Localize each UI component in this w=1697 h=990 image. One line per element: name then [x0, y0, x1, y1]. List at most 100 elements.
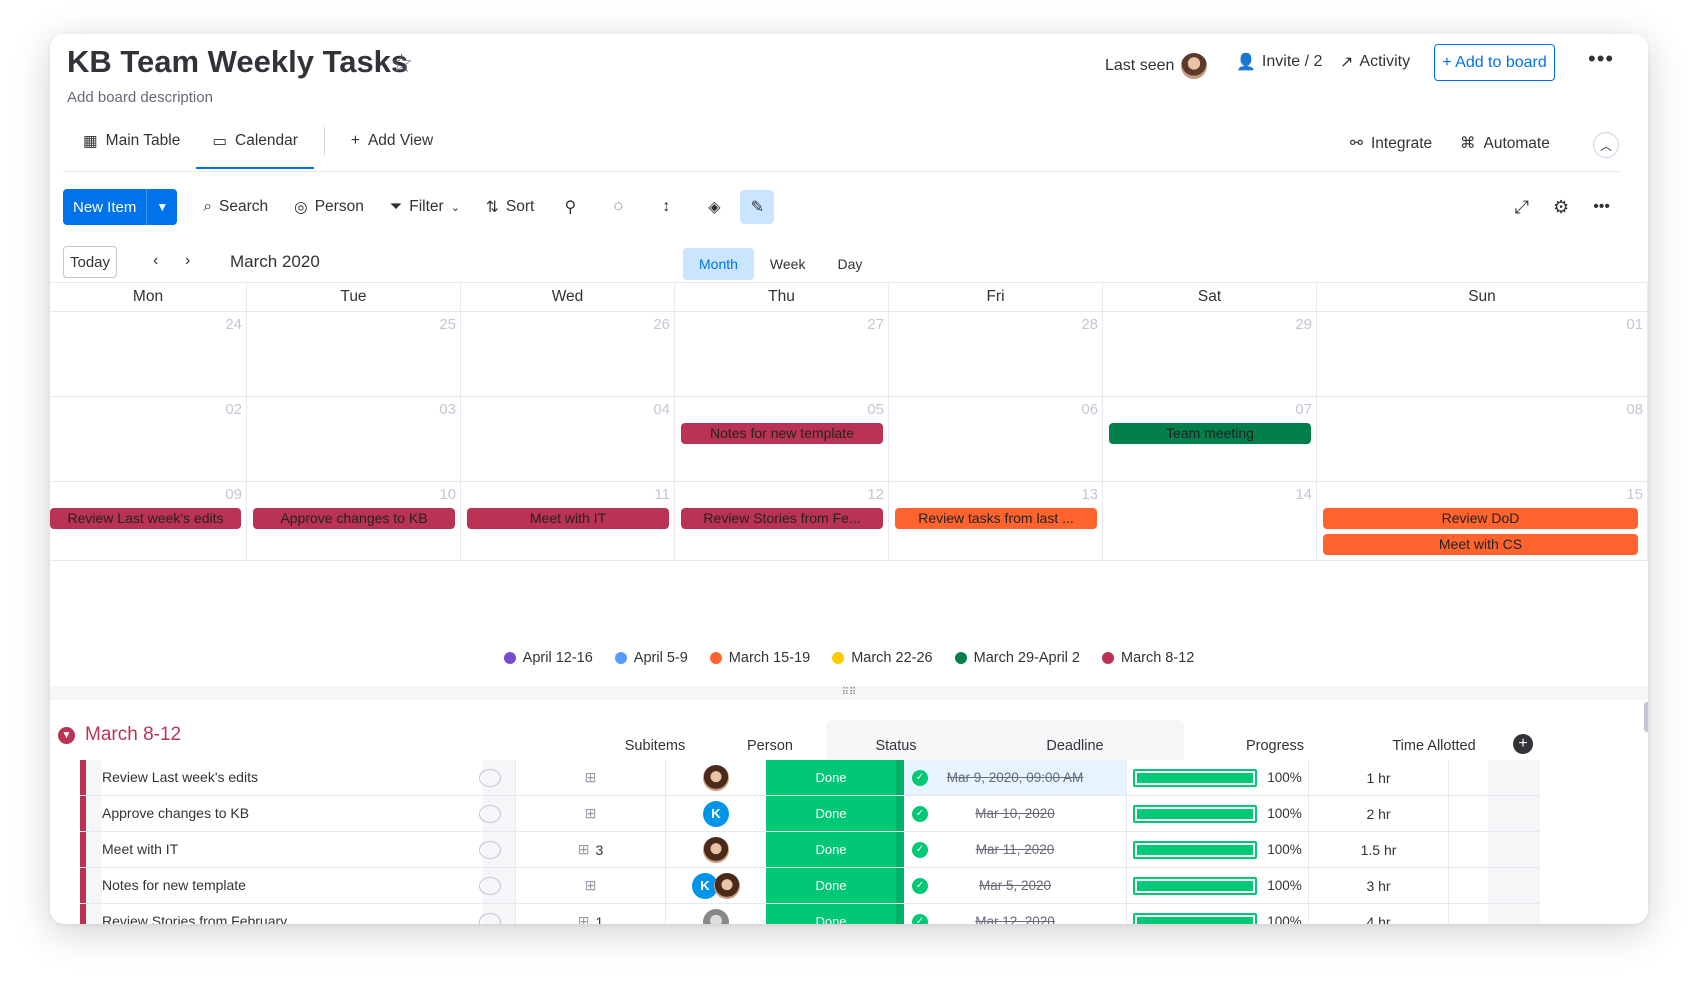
- calendar-event[interactable]: Review Last week's edits: [50, 508, 241, 529]
- progress-cell[interactable]: 100%: [1126, 868, 1308, 903]
- view-month[interactable]: Month: [683, 248, 754, 280]
- deadline-cell[interactable]: ✓ Mar 12, 2020: [904, 904, 1126, 924]
- calendar-event[interactable]: Review tasks from last ...: [895, 508, 1097, 529]
- subitems-cell[interactable]: ⊞: [515, 868, 665, 903]
- search-button[interactable]: ⌕ Search: [203, 198, 268, 216]
- status-cell[interactable]: Done: [766, 796, 896, 831]
- calendar-day-cell[interactable]: 13 Review tasks from last ...: [889, 482, 1103, 560]
- last-seen[interactable]: Last seen: [1105, 52, 1209, 80]
- view-day[interactable]: Day: [837, 256, 863, 272]
- scrollbar[interactable]: [1644, 702, 1648, 732]
- table-row[interactable]: Meet with IT ⊞ 3 Done ✓ Mar 11, 2020 100% 1.5 h…: [80, 832, 1540, 868]
- subitems-cell[interactable]: ⊞: [515, 796, 665, 831]
- column-header-person[interactable]: Person: [747, 738, 793, 754]
- filter-button[interactable]: ⏷ Filter ⌄: [390, 198, 460, 216]
- column-header-time-allotted[interactable]: Time Allotted: [1392, 738, 1476, 754]
- progress-cell[interactable]: 100%: [1126, 904, 1308, 924]
- calendar-event[interactable]: Approve changes to KB: [253, 508, 455, 529]
- column-header-subitems[interactable]: Subitems: [624, 738, 686, 754]
- calendar-day-cell[interactable]: 07 Team meeting: [1103, 397, 1317, 481]
- calendar-event[interactable]: Meet with IT: [467, 508, 669, 529]
- calendar-day-cell[interactable]: 01: [1317, 312, 1648, 396]
- legend-item[interactable]: March 8-12: [1101, 650, 1194, 666]
- chevron-right-icon[interactable]: ›: [185, 252, 191, 269]
- fullscreen-icon[interactable]: ⤢: [1514, 196, 1530, 217]
- view-week[interactable]: Week: [769, 256, 806, 272]
- subitems-cell[interactable]: ⊞ 3: [515, 832, 665, 867]
- favorite-star-icon[interactable]: ☆: [390, 48, 414, 78]
- person-cell[interactable]: K: [665, 868, 766, 903]
- calendar-day-cell[interactable]: 10 Approve changes to KB: [247, 482, 461, 560]
- column-header-status[interactable]: Status: [875, 738, 917, 754]
- deadline-cell[interactable]: ✓ Mar 5, 2020: [904, 868, 1126, 903]
- hide-eye-icon[interactable]: ◌: [613, 198, 624, 215]
- row-height-icon[interactable]: ↕: [662, 198, 671, 215]
- tab-add-view[interactable]: + Add View: [335, 122, 449, 160]
- comment-bubble-icon[interactable]: [479, 804, 501, 823]
- chevron-left-icon[interactable]: ‹: [153, 252, 159, 269]
- more-options-icon[interactable]: •••: [1593, 198, 1610, 215]
- pin-icon[interactable]: ⚲: [564, 199, 577, 216]
- table-row[interactable]: Notes for new template ⊞ K Done ✓ Mar 5, 2020…: [80, 868, 1540, 904]
- add-to-board-button[interactable]: + Add to board: [1434, 44, 1555, 81]
- legend-item[interactable]: April 5-9: [614, 650, 688, 666]
- tab-calendar[interactable]: ▭ Calendar: [196, 122, 314, 169]
- time-allotted-cell[interactable]: 1.5 hr: [1308, 832, 1448, 867]
- deadline-cell[interactable]: ✓ Mar 9, 2020, 09:00 AM: [904, 760, 1126, 795]
- calendar-day-cell[interactable]: 15 Review DoD Meet with CS: [1317, 482, 1648, 560]
- progress-cell[interactable]: 100%: [1126, 796, 1308, 831]
- person-cell[interactable]: [665, 760, 766, 795]
- subitems-cell[interactable]: ⊞ 1: [515, 904, 665, 924]
- calendar-day-cell[interactable]: 06: [889, 397, 1103, 481]
- gear-icon[interactable]: ⚙: [1553, 196, 1570, 217]
- calendar-day-cell[interactable]: 28: [889, 312, 1103, 396]
- time-allotted-cell[interactable]: 1 hr: [1308, 760, 1448, 795]
- person-filter-button[interactable]: ◎ Person: [294, 198, 364, 217]
- item-name[interactable]: Review Last week's edits: [102, 760, 482, 795]
- group-title[interactable]: March 8-12: [85, 724, 182, 745]
- subitems-cell[interactable]: ⊞: [515, 760, 665, 795]
- comment-bubble-icon[interactable]: [479, 876, 501, 895]
- board-title[interactable]: KB Team Weekly Tasks: [67, 44, 409, 79]
- table-row[interactable]: Review Last week's edits ⊞ Done ✓ Mar 9, 202…: [80, 760, 1540, 796]
- updates-cell[interactable]: [475, 760, 505, 795]
- calendar-day-cell[interactable]: 12 Review Stories from Fe...: [675, 482, 889, 560]
- column-header-progress[interactable]: Progress: [1245, 738, 1305, 754]
- person-cell[interactable]: [665, 832, 766, 867]
- status-cell[interactable]: Done: [766, 868, 896, 903]
- progress-cell[interactable]: 100%: [1126, 832, 1308, 867]
- chevron-down-icon[interactable]: ▼: [146, 189, 178, 225]
- legend-item[interactable]: March 15-19: [709, 650, 810, 666]
- progress-cell[interactable]: 100%: [1126, 760, 1308, 795]
- calendar-day-cell[interactable]: 02: [50, 397, 247, 481]
- invite-button[interactable]: 👤 Invite / 2: [1236, 52, 1322, 72]
- comment-bubble-icon[interactable]: [479, 912, 501, 924]
- comment-bubble-icon[interactable]: [479, 840, 501, 859]
- legend-item[interactable]: March 29-April 2: [954, 650, 1080, 666]
- comment-bubble-icon[interactable]: [479, 768, 501, 787]
- more-options-icon[interactable]: •••: [1588, 46, 1615, 71]
- resize-handle[interactable]: ⠿⠿: [50, 686, 1648, 700]
- item-name[interactable]: Review Stories from February: [102, 904, 482, 924]
- calendar-day-cell[interactable]: 27: [675, 312, 889, 396]
- status-cell[interactable]: Done: [766, 832, 896, 867]
- calendar-day-cell[interactable]: 08: [1317, 397, 1648, 481]
- calendar-day-cell[interactable]: 14: [1103, 482, 1317, 560]
- board-description[interactable]: Add board description: [67, 89, 213, 106]
- deadline-cell[interactable]: ✓ Mar 10, 2020: [904, 796, 1126, 831]
- person-cell[interactable]: [665, 904, 766, 924]
- calendar-day-cell[interactable]: 05 Notes for new template: [675, 397, 889, 481]
- calendar-day-cell[interactable]: 09 Review Last week's edits: [50, 482, 247, 560]
- new-item-button[interactable]: New Item ▼: [63, 189, 178, 225]
- chevron-down-icon[interactable]: ▼: [58, 726, 75, 744]
- calendar-day-cell[interactable]: 03: [247, 397, 461, 481]
- calendar-event[interactable]: Notes for new template: [681, 423, 883, 444]
- calendar-day-cell[interactable]: 24: [50, 312, 247, 396]
- time-allotted-cell[interactable]: 2 hr: [1308, 796, 1448, 831]
- updates-cell[interactable]: [475, 868, 505, 903]
- legend-item[interactable]: March 22-26: [832, 650, 933, 666]
- item-name[interactable]: Notes for new template: [102, 868, 482, 903]
- calendar-day-cell[interactable]: 25: [247, 312, 461, 396]
- paint-bucket-icon[interactable]: ◈: [708, 199, 721, 216]
- new-item-label[interactable]: New Item: [63, 189, 147, 225]
